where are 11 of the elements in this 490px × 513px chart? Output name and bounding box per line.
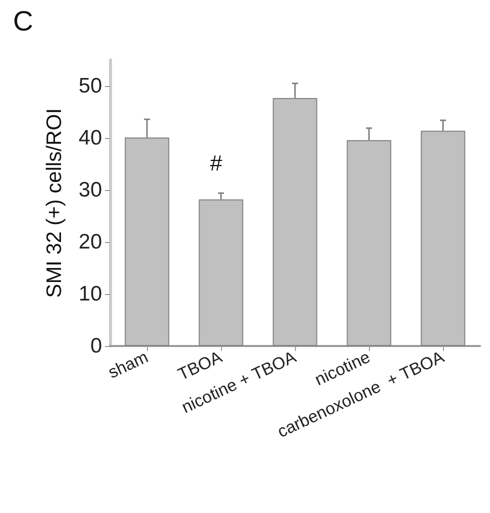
y-tick-label: 50: [78, 74, 102, 98]
y-axis-title: SMI 32 (+) cells/ROI: [43, 108, 66, 298]
x-tick-label: sham: [105, 347, 152, 382]
y-tick-label: 10: [78, 282, 102, 306]
y-tick-label: 20: [78, 230, 102, 254]
y-tick-label: 0: [90, 334, 102, 358]
x-tick-label: TBOA: [175, 347, 226, 384]
annotation: #: [210, 150, 223, 176]
chart-title: C: [13, 6, 34, 36]
y-tick-label: 30: [78, 178, 102, 202]
y-tick-label: 40: [78, 126, 102, 150]
